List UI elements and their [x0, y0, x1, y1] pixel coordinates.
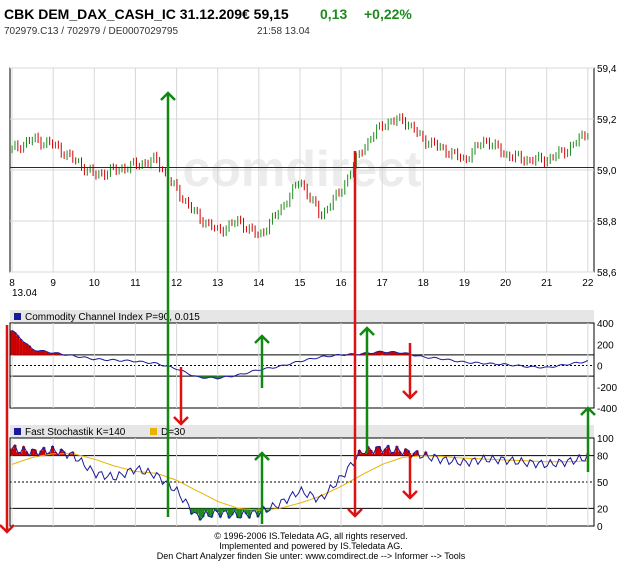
price-y-tick: 58,8 — [597, 217, 617, 228]
cci-y-tick: 400 — [597, 319, 614, 330]
price-grid — [10, 67, 594, 273]
price-x-tick: 12 — [171, 278, 183, 289]
price-x-tick: 20 — [500, 278, 512, 289]
price-x-tick: 8 — [9, 278, 15, 289]
cci-y-axis: 400 200 0 -200 -400 — [597, 319, 617, 415]
analyzer-link-line: Den Chart Analyzer finden Sie unter: www… — [156, 551, 466, 561]
price-x-tick: 16 — [336, 278, 348, 289]
watermark: comdirect — [183, 141, 422, 197]
stoch-grid — [10, 438, 594, 526]
cci-y-tick: -200 — [597, 383, 617, 394]
price-series — [11, 113, 589, 239]
up-arrow-icon — [160, 91, 176, 517]
stoch-y-axis: 100 80 50 20 0 — [597, 434, 614, 533]
cci-legend-swatch — [14, 313, 21, 320]
cci-label: Commodity Channel Index P=90, 0.015 — [25, 312, 200, 323]
price-y-tick: 59,0 — [597, 166, 617, 177]
price-y-tick: 58,6 — [597, 268, 617, 279]
stoch-k-label: Fast Stochastik K=140 — [25, 427, 126, 438]
stoch-d-line — [11, 453, 588, 511]
up-arrow-icon — [254, 451, 270, 524]
down-arrow-icon — [0, 325, 15, 534]
copyright-line: © 1996-2006 IS.Teledata AG, all rights r… — [214, 531, 408, 541]
up-arrow-icon — [359, 326, 375, 453]
price-x-axis: 8 9 10 11 12 13 14 15 16 17 18 19 20 21 22 — [9, 278, 594, 289]
price-x-tick: 13 — [212, 278, 224, 289]
price-y-tick: 59,2 — [597, 115, 617, 126]
down-arrow-icon — [402, 453, 418, 500]
price-x-tick: 15 — [294, 278, 306, 289]
up-arrow-icon — [254, 334, 270, 388]
stoch-y-tick: 20 — [597, 504, 609, 515]
price-x-tick: 22 — [582, 278, 594, 289]
price-x-tick: 19 — [459, 278, 471, 289]
stoch-y-tick: 0 — [597, 522, 603, 533]
cci-panel: Commodity Channel Index P=90, 0.015 400 2… — [9, 310, 617, 415]
stoch-k-legend-swatch — [14, 428, 21, 435]
down-arrow-icon — [402, 343, 418, 400]
price-x-tick: 10 — [89, 278, 101, 289]
price-x-tick: 14 — [253, 278, 265, 289]
price-x-tick: 11 — [130, 278, 141, 289]
annotation-arrows — [0, 91, 596, 534]
stoch-y-tick: 50 — [597, 478, 609, 489]
price-change: 0,13 — [320, 6, 348, 22]
powered-by-line: Implemented and powered by IS.Teledata A… — [219, 541, 403, 551]
up-arrow-icon — [580, 406, 596, 472]
quote-time: 21:58 13.04 — [257, 26, 310, 37]
down-arrow-icon — [347, 151, 363, 518]
cci-y-tick: 0 — [597, 362, 603, 373]
stoch-panel: Fast Stochastik K=140 D=30 100 80 50 20 0 — [9, 425, 614, 533]
down-arrow-icon — [173, 367, 189, 426]
stoch-k-line — [11, 443, 589, 522]
cci-grid — [10, 323, 594, 408]
cci-y-tick: -400 — [597, 404, 617, 415]
price-x-tick: 9 — [50, 278, 56, 289]
price-change-percent: +0,22% — [364, 6, 412, 22]
cci-header-bar — [10, 310, 594, 323]
price-x-tick: 18 — [418, 278, 430, 289]
stoch-y-tick: 80 — [597, 452, 609, 463]
price-y-tick: 59,4 — [597, 64, 617, 75]
footer: © 1996-2006 IS.Teledata AG, all rights r… — [0, 531, 622, 561]
instrument-title: CBK DEM_DAX_CASH_IC 31.12.209 — [4, 6, 243, 22]
price-x-tick: 17 — [377, 278, 389, 289]
price-x-tick: 21 — [541, 278, 553, 289]
stoch-d-legend-swatch — [150, 428, 157, 435]
x-axis-sublabel: 13.04 — [12, 288, 37, 299]
price-panel: comdirect 59,4 59,2 59,0 58,8 58,6 8 9 10 11 12 1… — [9, 64, 617, 299]
price-y-axis: 59,4 59,2 59,0 58,8 58,6 — [597, 64, 617, 279]
last-price: € 59,15 — [242, 6, 289, 22]
chart-header: CBK DEM_DAX_CASH_IC 31.12.209 € 59,15 0,… — [4, 4, 618, 44]
instrument-ids: 702979.C13 / 702979 / DE0007029795 — [4, 26, 179, 37]
cci-y-tick: 200 — [597, 340, 614, 351]
stoch-d-label: D=30 — [161, 427, 186, 438]
cci-line — [11, 329, 589, 380]
stoch-y-tick: 100 — [597, 434, 614, 445]
